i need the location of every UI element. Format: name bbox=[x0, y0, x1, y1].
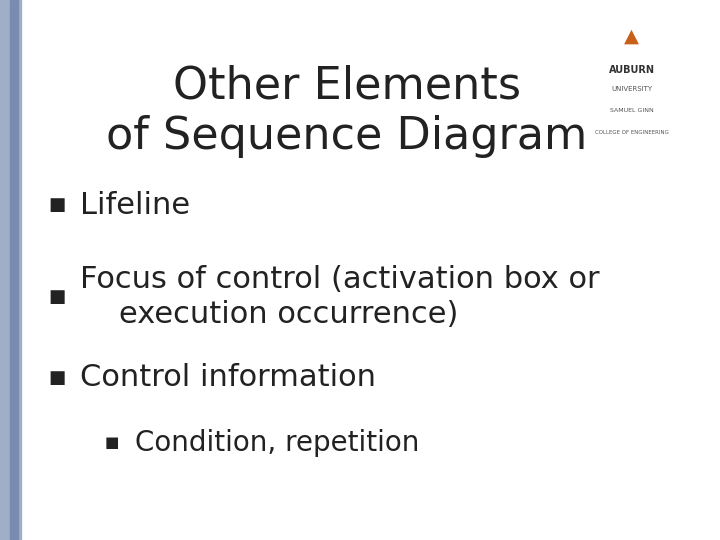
Bar bbox=[0, 0, 21, 540]
Text: Condition, repetition: Condition, repetition bbox=[135, 429, 420, 457]
Text: ■: ■ bbox=[48, 288, 66, 306]
Bar bbox=[10, 0, 18, 540]
Text: ■: ■ bbox=[48, 196, 66, 214]
Text: Other Elements
of Sequence Diagram: Other Elements of Sequence Diagram bbox=[107, 65, 588, 158]
Text: COLLEGE OF ENGINEERING: COLLEGE OF ENGINEERING bbox=[595, 130, 669, 134]
Text: SAMUEL GINN: SAMUEL GINN bbox=[610, 108, 654, 113]
Text: ■: ■ bbox=[104, 435, 119, 450]
Text: AUBURN: AUBURN bbox=[608, 65, 654, 75]
Text: Focus of control (activation box or
    execution occurrence): Focus of control (activation box or exec… bbox=[80, 265, 600, 329]
Text: UNIVERSITY: UNIVERSITY bbox=[611, 86, 652, 92]
Text: Control information: Control information bbox=[80, 363, 376, 393]
Text: ▲: ▲ bbox=[624, 27, 639, 46]
Text: Lifeline: Lifeline bbox=[80, 191, 190, 220]
Text: ■: ■ bbox=[48, 369, 66, 387]
